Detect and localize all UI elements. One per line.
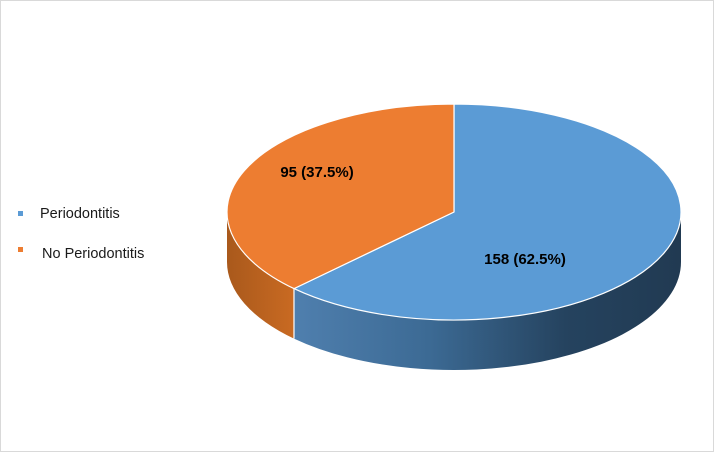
slice-periodontitis (293, 103, 682, 321)
legend-label-no-periodontitis: No Periodontitis (42, 246, 145, 262)
slice-no-periodontitis (226, 103, 455, 290)
slice-side-periodontitis (293, 212, 681, 370)
slice-side-no-periodontitis (227, 212, 294, 339)
data-label-no-periodontitis: 95 (37.5%) (280, 164, 353, 181)
legend-swatch-no-periodontitis (18, 247, 23, 252)
legend-swatch-periodontitis (18, 211, 23, 216)
legend-label-periodontitis: Periodontitis (40, 206, 120, 222)
data-label-periodontitis: 158 (62.5%) (484, 251, 566, 268)
